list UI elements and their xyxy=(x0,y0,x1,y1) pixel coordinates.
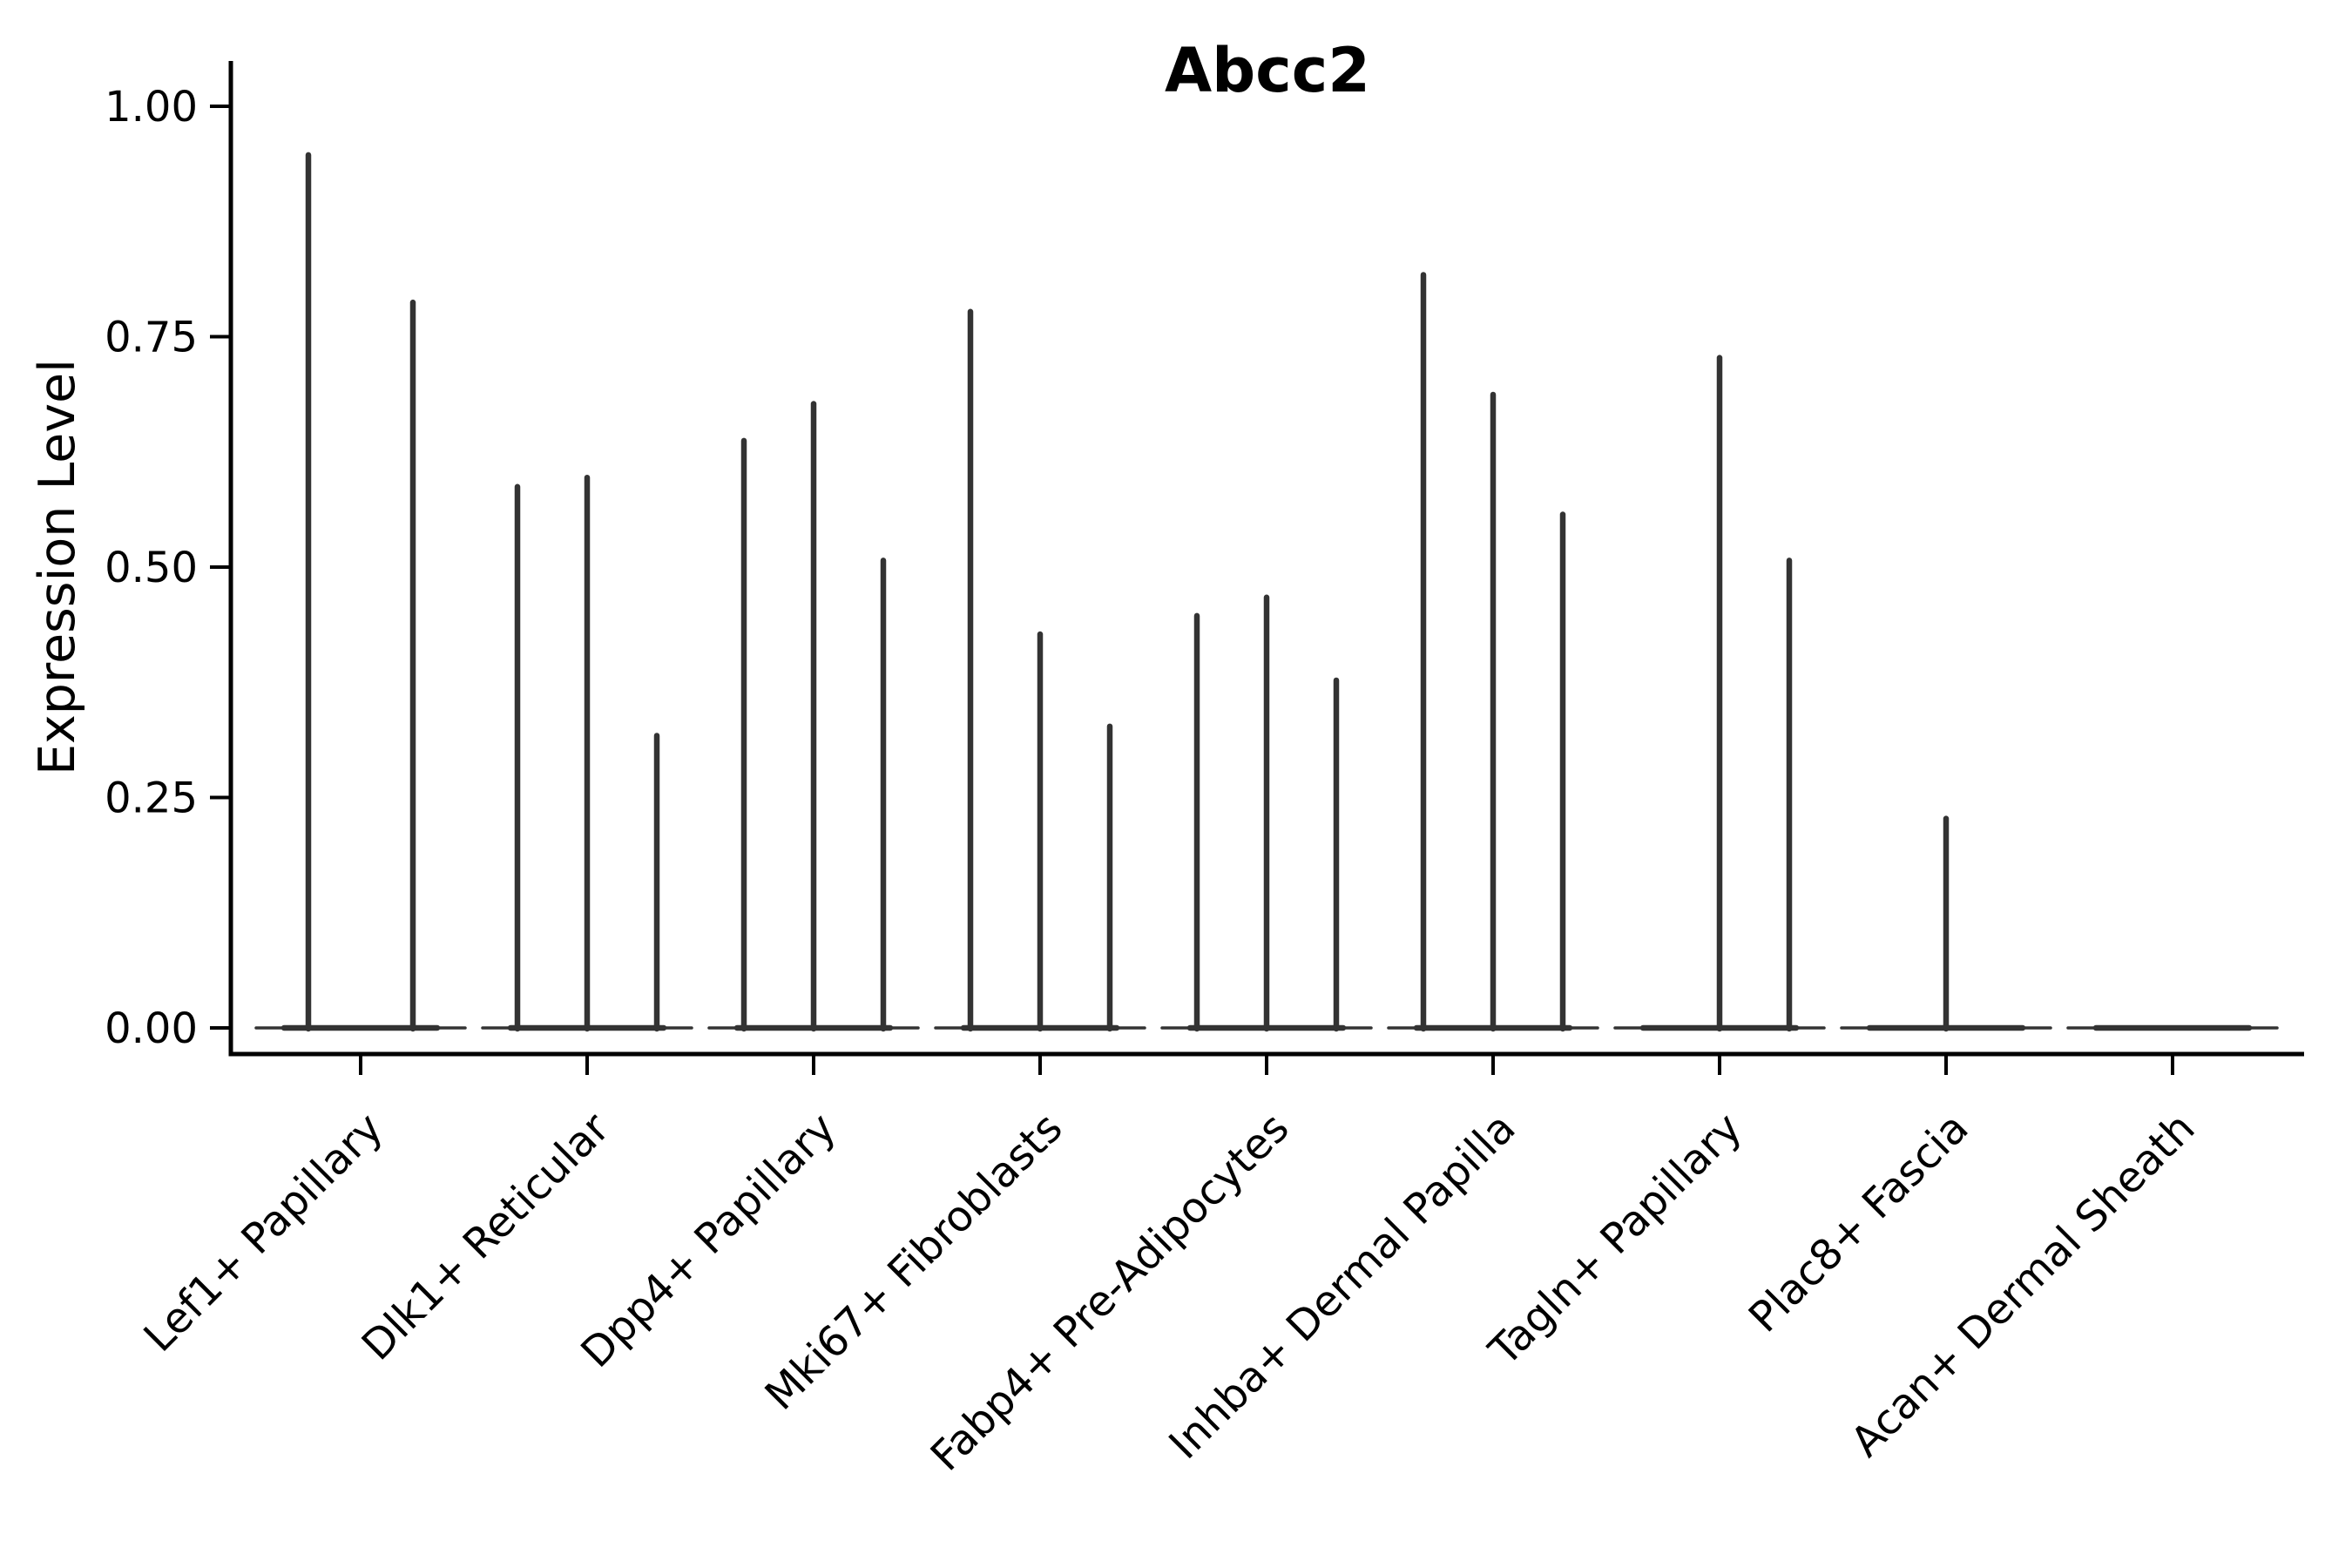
y-tick-label: 0.25 xyxy=(105,774,198,823)
plot-title: Abcc2 xyxy=(1165,35,1370,106)
x-tick-label: Lef1+ Papillary xyxy=(135,1104,393,1362)
x-tick-label: Tagln+ Papillary xyxy=(1479,1104,1751,1375)
x-tick-label: Dlk1+ Reticular xyxy=(353,1104,619,1370)
y-tick-label: 0.50 xyxy=(105,544,198,592)
plot-area: 0.00 0.25 0.50 0.75 1.00 Lef1+ PapillaryDlk1+… xyxy=(105,61,2304,1481)
y-tick-label: 0.75 xyxy=(105,314,198,362)
y-tick-label: 0.00 xyxy=(105,1004,198,1053)
x-tick-label: Fabp4+ Pre-Adipocytes xyxy=(922,1104,1299,1481)
y-tick-label: 1.00 xyxy=(105,83,198,132)
x-tick-label: Plac8+ Fascia xyxy=(1740,1104,1978,1342)
y-axis-label: Expression Level xyxy=(29,359,86,775)
